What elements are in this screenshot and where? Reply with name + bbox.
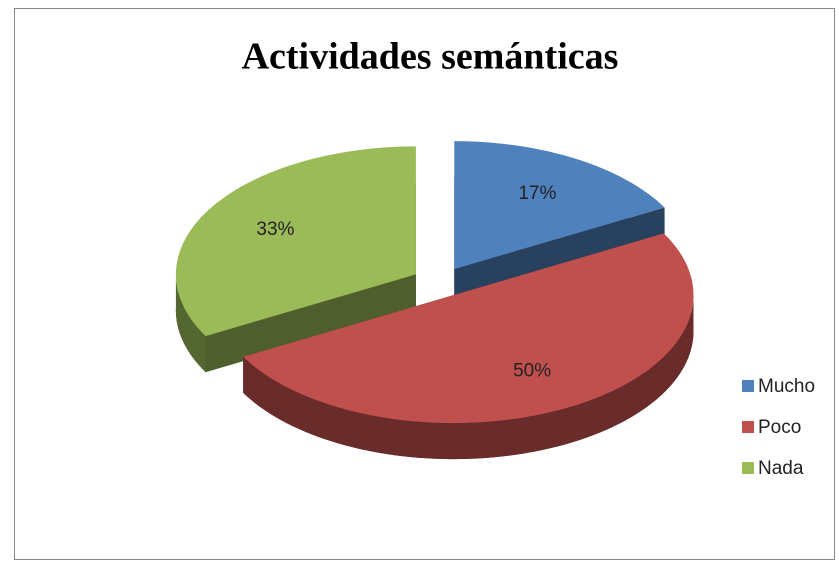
legend-label: Nada [758,458,804,479]
pie-slice [243,233,694,424]
legend-label: Poco [758,417,801,438]
legend-swatch [742,380,754,392]
slice-wall [205,274,416,373]
pie-slice [175,146,416,337]
data-label: 17% [518,183,556,204]
slice-side [175,274,206,373]
chart-frame [14,8,835,560]
data-label: 50% [513,360,551,381]
pie-slice-group: 33% [175,146,416,373]
chart-title: Actividades semánticas [242,36,619,78]
data-label: 33% [256,219,294,240]
legend-label: Mucho [758,376,815,397]
pie-slice [454,141,665,270]
legend-swatch [742,462,754,474]
pie-slice-group: 50% [243,233,694,460]
legend-swatch [742,421,754,433]
slice-side [243,295,694,460]
